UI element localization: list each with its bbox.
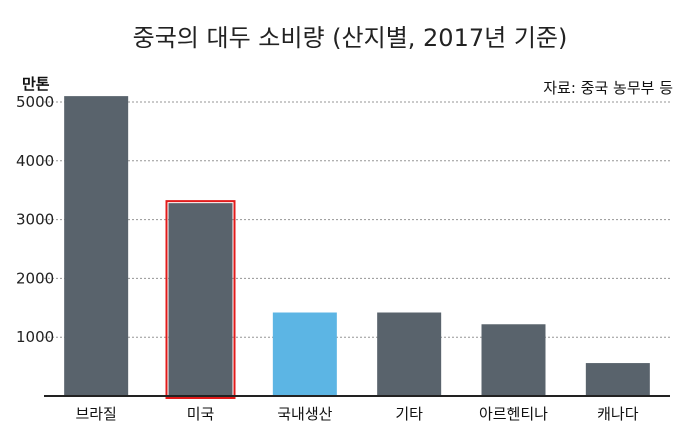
y-tick-label: 5000: [16, 93, 54, 111]
bar-기타: [377, 312, 442, 396]
category-label: 기타: [395, 405, 423, 423]
y-tick-label: 1000: [16, 328, 54, 346]
y-axis-unit-label: 만톤: [22, 75, 50, 93]
category-label: 아르헨티나: [479, 405, 548, 423]
chart-title: 중국의 대두 소비량 (산지별, 2017년 기준): [133, 24, 568, 52]
y-tick-label: 3000: [16, 211, 54, 229]
source-note: 자료: 중국 농무부 등: [543, 79, 673, 97]
bars-layer: [64, 96, 650, 399]
highlight-outline: [165, 200, 236, 399]
grid-layer: [44, 101, 670, 338]
bar-아르헨티나: [481, 324, 546, 396]
category-label: 국내생산: [277, 405, 332, 423]
bar-국내생산: [272, 312, 337, 396]
bar-브라질: [64, 96, 129, 397]
y-tick-label: 2000: [16, 269, 54, 287]
bar-캐나다: [585, 363, 650, 396]
category-label: 브라질: [75, 405, 116, 423]
bar-미국: [168, 203, 233, 396]
category-label: 캐나다: [597, 405, 639, 423]
y-tick-label: 4000: [16, 152, 54, 170]
labels-layer: 1000 2000 3000 4000 5000 브라질 미국 국내생산 기타 아르헨티나 캐나다: [16, 93, 639, 423]
category-label: 미국: [187, 405, 215, 423]
